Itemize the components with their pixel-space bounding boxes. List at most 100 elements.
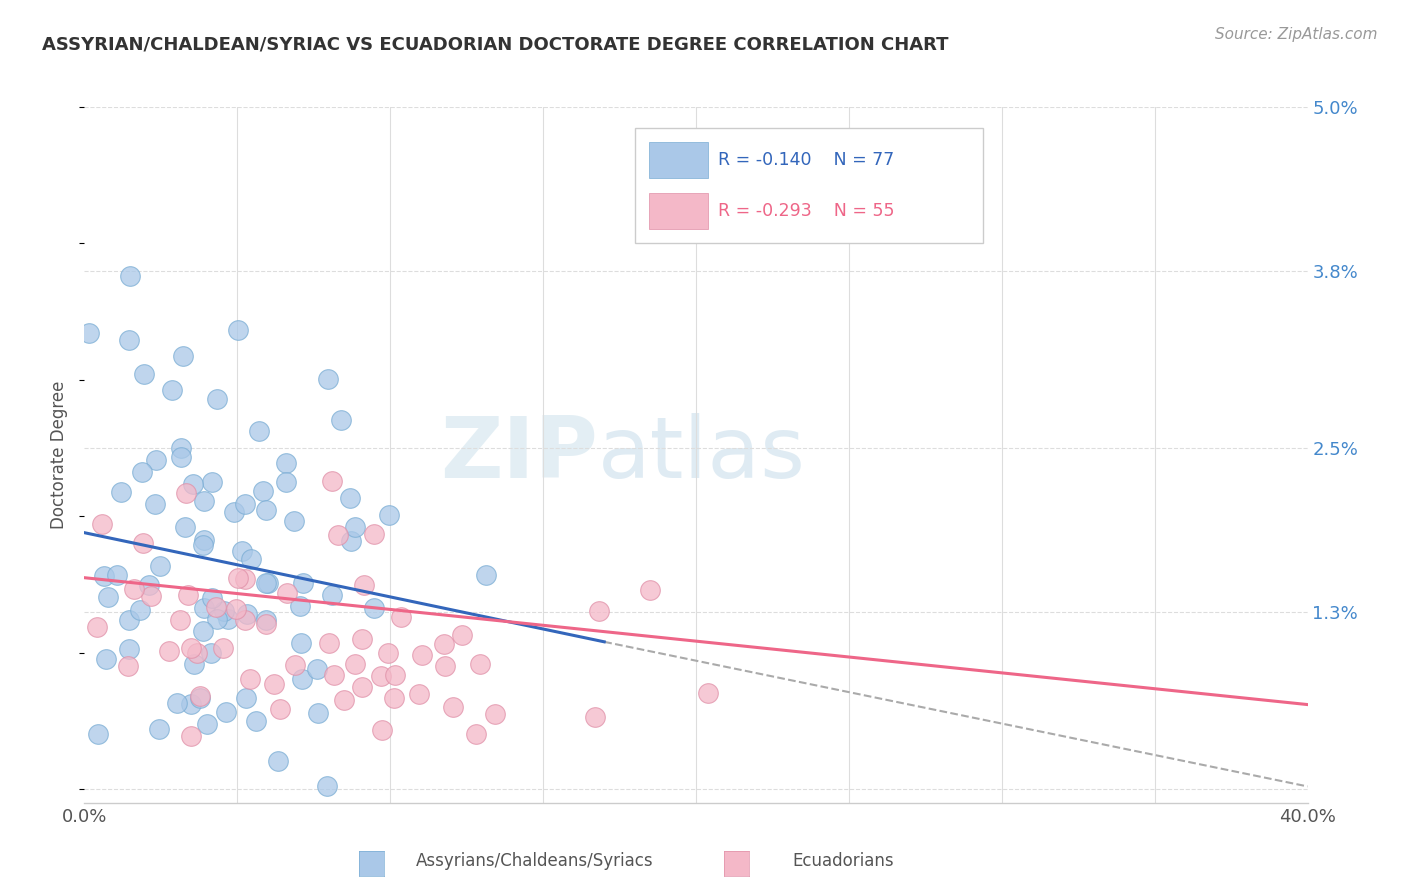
Point [166, 696, 188, 710]
Point [450, 628, 472, 642]
Point [193, 600, 215, 615]
Text: ZIP: ZIP [440, 413, 598, 497]
Point [91, 517, 114, 532]
Point [321, 475, 343, 489]
Point [183, 657, 205, 671]
Point [363, 600, 385, 615]
Point [191, 624, 214, 638]
Point [118, 613, 141, 627]
Point [307, 706, 329, 720]
Point [131, 536, 153, 550]
Point [696, 686, 718, 700]
Text: Assyrians/Chaldeans/Syriacs: Assyrians/Chaldeans/Syriacs [415, 852, 654, 870]
Point [377, 646, 399, 660]
Point [382, 691, 405, 706]
Point [180, 729, 202, 743]
Point [191, 537, 214, 551]
Point [318, 636, 340, 650]
Point [224, 505, 246, 519]
Point [257, 575, 280, 590]
Point [177, 588, 200, 602]
Point [267, 754, 290, 768]
Point [205, 612, 228, 626]
Point [138, 578, 160, 592]
Point [291, 672, 314, 686]
Point [254, 576, 277, 591]
Point [169, 613, 191, 627]
Text: R = -0.140    N = 77: R = -0.140 N = 77 [718, 151, 894, 169]
Text: atlas: atlas [598, 413, 806, 497]
Point [247, 425, 270, 439]
Point [214, 706, 236, 720]
Point [225, 602, 247, 616]
FancyBboxPatch shape [650, 193, 709, 229]
Point [318, 372, 340, 386]
Point [344, 520, 367, 534]
Point [170, 442, 193, 456]
Point [274, 456, 297, 470]
Point [180, 697, 202, 711]
Point [470, 657, 492, 671]
Point [148, 723, 170, 737]
Point [186, 646, 208, 660]
Point [172, 350, 194, 364]
Point [86, 620, 108, 634]
Point [188, 690, 211, 705]
Point [170, 450, 193, 464]
Point [245, 714, 267, 729]
Point [226, 571, 249, 585]
Point [384, 668, 406, 682]
Point [231, 544, 253, 558]
Point [217, 611, 239, 625]
Point [363, 527, 385, 541]
Point [157, 643, 180, 657]
Point [143, 497, 166, 511]
Point [205, 599, 228, 614]
Point [160, 384, 183, 398]
Point [129, 603, 152, 617]
Point [254, 502, 277, 516]
Point [352, 632, 374, 646]
Point [149, 559, 172, 574]
Point [583, 709, 606, 723]
Point [254, 613, 277, 627]
Point [339, 491, 361, 505]
Point [193, 533, 215, 547]
Point [93, 569, 115, 583]
Point [201, 475, 224, 489]
Point [378, 508, 401, 523]
Point [105, 568, 128, 582]
Point [328, 528, 350, 542]
Point [118, 641, 141, 656]
Point [330, 413, 353, 427]
Point [212, 604, 235, 618]
Point [139, 590, 162, 604]
Point [283, 514, 305, 528]
Point [408, 687, 430, 701]
Point [321, 588, 343, 602]
Point [239, 673, 262, 687]
Point [174, 520, 197, 534]
Point [370, 669, 392, 683]
Point [333, 693, 356, 707]
Point [134, 367, 156, 381]
Point [131, 465, 153, 479]
Point [233, 497, 256, 511]
Point [120, 269, 142, 284]
Point [484, 706, 506, 721]
Point [77, 326, 100, 340]
Point [117, 658, 139, 673]
Point [235, 607, 257, 622]
Point [118, 333, 141, 347]
Text: R = -0.293    N = 55: R = -0.293 N = 55 [718, 202, 894, 219]
Point [94, 652, 117, 666]
Point [339, 533, 361, 548]
Point [389, 609, 412, 624]
Point [276, 586, 298, 600]
Point [122, 582, 145, 596]
Y-axis label: Doctorate Degree: Doctorate Degree [51, 381, 69, 529]
Point [352, 680, 374, 694]
Text: Source: ZipAtlas.com: Source: ZipAtlas.com [1215, 27, 1378, 42]
Point [180, 640, 202, 655]
Point [97, 590, 120, 604]
